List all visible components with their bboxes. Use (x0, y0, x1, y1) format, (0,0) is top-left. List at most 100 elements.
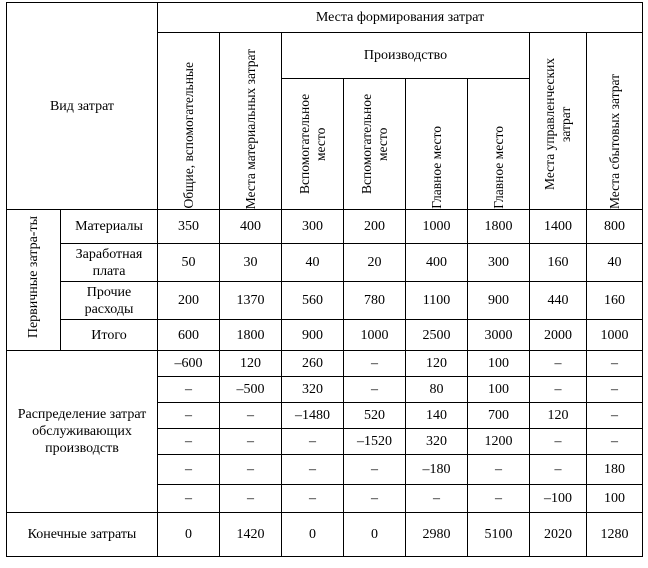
cell: 320 (405, 428, 468, 455)
cell: – (529, 428, 587, 455)
cell: – (157, 376, 220, 403)
cell: –600 (157, 350, 220, 377)
cell: – (529, 376, 587, 403)
cell: –1520 (343, 428, 406, 455)
cell: – (405, 484, 468, 513)
cell: 1000 (343, 319, 406, 351)
cell: – (281, 428, 344, 455)
cell: 2980 (405, 512, 468, 557)
cell: 320 (281, 376, 344, 403)
row-label: Материалы (60, 209, 158, 244)
cell: – (281, 454, 344, 485)
primary-costs-label: Первичные затра-ты (6, 209, 61, 351)
cell: – (157, 454, 220, 485)
cell: 300 (467, 243, 530, 282)
table-row: – – – – – – –100 100 (7, 484, 644, 513)
cell: 780 (343, 281, 406, 320)
cell: 40 (585, 243, 644, 282)
cell: 160 (585, 281, 644, 320)
table-row: Итого 600 1800 900 1000 2500 3000 2000 1… (7, 319, 644, 351)
cell: 800 (585, 209, 644, 244)
cell: 100 (467, 350, 530, 377)
cell: 2500 (405, 319, 468, 351)
cell: – (219, 484, 282, 513)
cell: 100 (467, 376, 530, 403)
column-header-main-1: Главное место (405, 78, 468, 210)
cell: 120 (219, 350, 282, 377)
cell: 2000 (529, 319, 587, 351)
cell: – (343, 350, 406, 377)
cell: 30 (219, 243, 282, 282)
cell: 560 (281, 281, 344, 320)
cell: 520 (343, 402, 406, 429)
row-label: Итого (60, 319, 158, 351)
cell: – (585, 350, 644, 377)
cell: 1100 (405, 281, 468, 320)
column-header-main-2: Главное место (467, 78, 530, 210)
cell: 1000 (405, 209, 468, 244)
cell: – (585, 428, 644, 455)
cell: –500 (219, 376, 282, 403)
cell: 160 (529, 243, 587, 282)
cell: 200 (157, 281, 220, 320)
cell: 40 (281, 243, 344, 282)
cell: 260 (281, 350, 344, 377)
cell: 3000 (467, 319, 530, 351)
cell: –1480 (281, 402, 344, 429)
cell: 50 (157, 243, 220, 282)
table-row: Заработная плата 50 30 40 20 400 300 160… (7, 243, 644, 282)
cell: 80 (405, 376, 468, 403)
cell: – (343, 376, 406, 403)
column-header-auxiliary-2: Вспомогательное место (343, 78, 406, 210)
cell: 1800 (219, 319, 282, 351)
cell: 5100 (467, 512, 530, 557)
column-header-material: Места материальных затрат (219, 32, 282, 210)
cell: – (529, 454, 587, 485)
table-row: – – –1480 520 140 700 120 – (7, 402, 644, 429)
cell: – (467, 484, 530, 513)
final-costs-label: Конечные затраты (6, 512, 158, 557)
cell: 140 (405, 402, 468, 429)
row-label: Прочие расходы (60, 281, 158, 320)
cell: – (281, 484, 344, 513)
cell: 120 (405, 350, 468, 377)
cell: –100 (529, 484, 587, 513)
cell: – (157, 428, 220, 455)
column-header-general: Общие, вспомогательные (157, 32, 220, 210)
cell: 350 (157, 209, 220, 244)
cell: – (343, 454, 406, 485)
cell: 2020 (529, 512, 587, 557)
table-row: Распределение затрат обслуживающих произ… (6, 350, 644, 513)
column-header-auxiliary-1: Вспомогательное место (281, 78, 344, 210)
cell: 700 (467, 402, 530, 429)
cell: 200 (343, 209, 406, 244)
cell: 1200 (467, 428, 530, 455)
cell: 440 (529, 281, 587, 320)
cell: – (157, 484, 220, 513)
cell: – (157, 402, 220, 429)
cell: – (219, 402, 282, 429)
cell: – (585, 402, 644, 429)
cell: 0 (157, 512, 220, 557)
cell: 180 (585, 454, 644, 485)
cell: 0 (281, 512, 344, 557)
cell: 900 (281, 319, 344, 351)
column-header-management: Места управленческих затрат (529, 32, 587, 210)
cell: – (585, 376, 644, 403)
cell: – (219, 428, 282, 455)
cell: 100 (585, 484, 644, 513)
column-header-sales: Места сбытовых затрат (585, 32, 644, 210)
cell: 600 (157, 319, 220, 351)
cell: – (343, 484, 406, 513)
cell: 1000 (585, 319, 644, 351)
cell: 1280 (585, 512, 644, 557)
production-header: Производство (281, 32, 530, 79)
cell: 900 (467, 281, 530, 320)
cell: – (219, 454, 282, 485)
distribution-label: Распределение затрат обслуживающих произ… (6, 350, 158, 513)
table-row: – – – – –180 – – 180 (7, 454, 644, 485)
table-row: Прочие расходы 200 1370 560 780 1100 900… (7, 281, 644, 320)
cell: 1420 (219, 512, 282, 557)
table-row: Конечные затраты 0 1420 0 0 2980 5100 20… (6, 512, 644, 557)
cell: –180 (405, 454, 468, 485)
